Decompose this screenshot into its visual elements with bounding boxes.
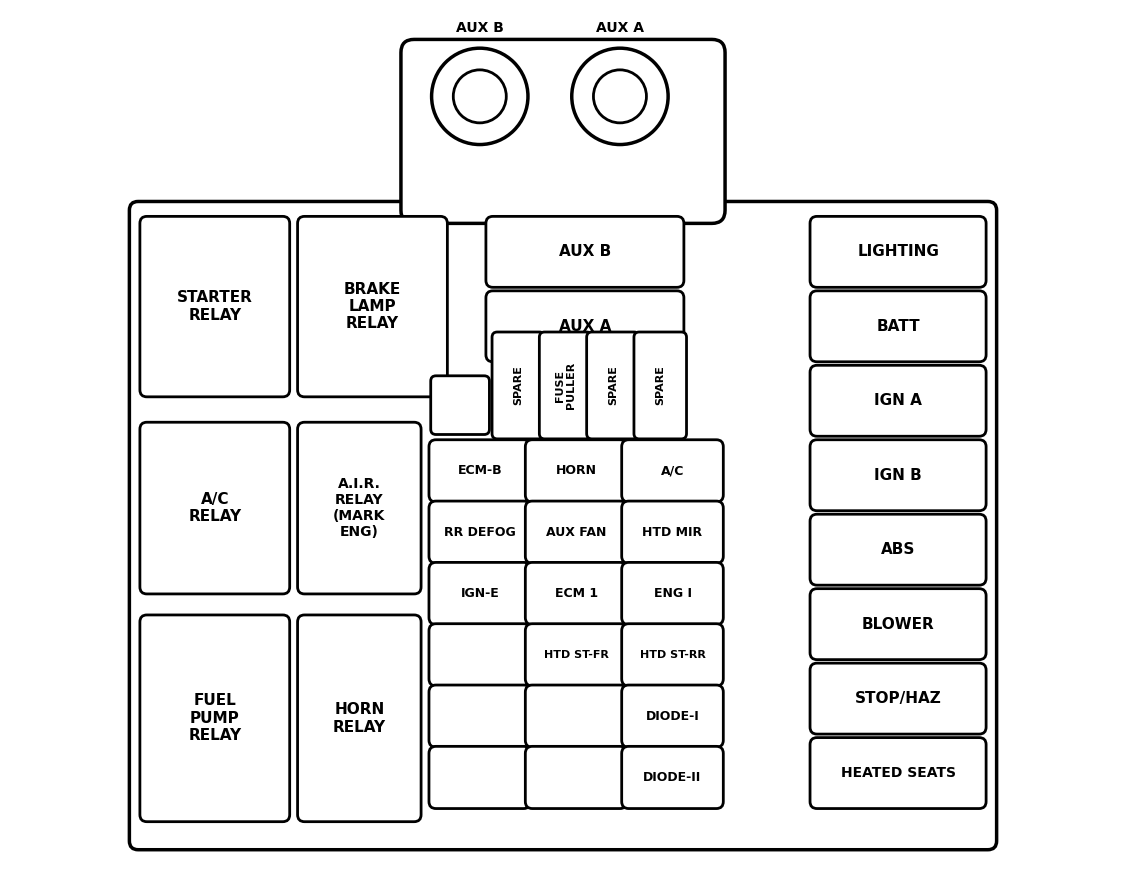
FancyBboxPatch shape [587, 332, 640, 439]
FancyBboxPatch shape [140, 422, 289, 594]
Text: ECM 1: ECM 1 [555, 587, 598, 600]
Text: IGN-E: IGN-E [461, 587, 499, 600]
Text: SPARE: SPARE [655, 365, 665, 406]
FancyBboxPatch shape [431, 376, 490, 434]
FancyBboxPatch shape [486, 291, 683, 362]
Text: HTD MIR: HTD MIR [643, 526, 703, 539]
Text: A.I.R.
RELAY
(MARK
ENG): A.I.R. RELAY (MARK ENG) [333, 477, 385, 540]
Text: AUX A: AUX A [558, 319, 611, 334]
Text: BRAKE
LAMP
RELAY: BRAKE LAMP RELAY [343, 282, 401, 331]
FancyBboxPatch shape [810, 738, 986, 809]
FancyBboxPatch shape [810, 440, 986, 511]
FancyBboxPatch shape [492, 332, 545, 439]
FancyBboxPatch shape [622, 501, 723, 563]
Text: HTD ST-FR: HTD ST-FR [544, 650, 608, 660]
FancyBboxPatch shape [622, 624, 723, 686]
FancyBboxPatch shape [810, 291, 986, 362]
Text: STARTER
RELAY: STARTER RELAY [177, 291, 252, 322]
FancyBboxPatch shape [810, 589, 986, 660]
Text: ENG I: ENG I [653, 587, 691, 600]
Text: A/C
RELAY: A/C RELAY [188, 492, 241, 524]
FancyBboxPatch shape [140, 216, 289, 397]
Text: AUX FAN: AUX FAN [546, 526, 606, 539]
FancyBboxPatch shape [429, 746, 530, 809]
FancyBboxPatch shape [622, 440, 723, 502]
FancyBboxPatch shape [297, 422, 421, 594]
Text: IGN B: IGN B [874, 468, 922, 483]
FancyBboxPatch shape [429, 685, 530, 747]
Text: AUX B: AUX B [558, 244, 611, 259]
Text: HTD ST-RR: HTD ST-RR [640, 650, 705, 660]
Text: AUX A: AUX A [596, 21, 644, 35]
FancyBboxPatch shape [526, 440, 627, 502]
FancyBboxPatch shape [810, 663, 986, 734]
Text: A/C: A/C [661, 464, 685, 477]
FancyBboxPatch shape [526, 501, 627, 563]
FancyBboxPatch shape [810, 514, 986, 585]
Text: STOP/HAZ: STOP/HAZ [855, 691, 941, 706]
Text: LIGHTING: LIGHTING [857, 244, 939, 259]
Text: ABS: ABS [881, 542, 915, 557]
Text: HORN: HORN [555, 464, 597, 477]
Text: ECM-B: ECM-B [457, 464, 502, 477]
FancyBboxPatch shape [634, 332, 687, 439]
FancyBboxPatch shape [401, 39, 725, 223]
FancyBboxPatch shape [526, 562, 627, 625]
FancyBboxPatch shape [429, 624, 530, 686]
FancyBboxPatch shape [810, 216, 986, 287]
Text: HORN
RELAY: HORN RELAY [333, 703, 386, 734]
FancyBboxPatch shape [429, 562, 530, 625]
Text: SPARE: SPARE [608, 365, 618, 406]
FancyBboxPatch shape [429, 501, 530, 563]
FancyBboxPatch shape [810, 365, 986, 436]
FancyBboxPatch shape [526, 746, 627, 809]
FancyBboxPatch shape [129, 201, 997, 850]
FancyBboxPatch shape [429, 440, 530, 502]
Text: FUEL
PUMP
RELAY: FUEL PUMP RELAY [188, 694, 241, 743]
FancyBboxPatch shape [539, 332, 592, 439]
Text: DIODE-I: DIODE-I [645, 710, 699, 723]
FancyBboxPatch shape [526, 685, 627, 747]
Text: AUX B: AUX B [456, 21, 503, 35]
Text: RR DEFOG: RR DEFOG [444, 526, 516, 539]
FancyBboxPatch shape [297, 216, 447, 397]
FancyBboxPatch shape [486, 216, 683, 287]
Text: DIODE-II: DIODE-II [643, 771, 701, 784]
Text: SPARE: SPARE [513, 365, 524, 406]
Text: FUSE
PULLER: FUSE PULLER [555, 362, 577, 409]
FancyBboxPatch shape [622, 562, 723, 625]
Text: IGN A: IGN A [874, 393, 922, 408]
FancyBboxPatch shape [140, 615, 289, 822]
FancyBboxPatch shape [622, 746, 723, 809]
Text: BLOWER: BLOWER [861, 617, 935, 632]
Text: BATT: BATT [876, 319, 920, 334]
Text: HEATED SEATS: HEATED SEATS [841, 766, 956, 780]
FancyBboxPatch shape [622, 685, 723, 747]
FancyBboxPatch shape [297, 615, 421, 822]
FancyBboxPatch shape [526, 624, 627, 686]
